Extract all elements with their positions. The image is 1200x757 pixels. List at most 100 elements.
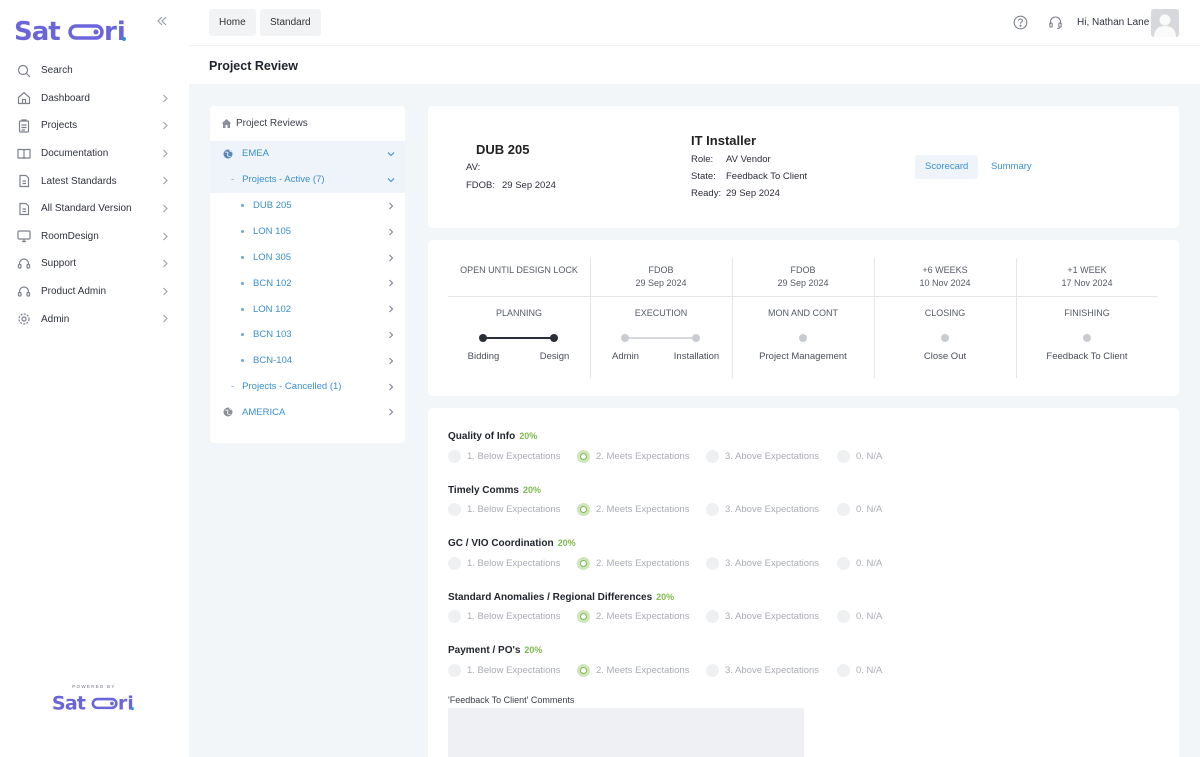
tree-project-label: BCN 102 <box>253 277 292 289</box>
radio-button[interactable] <box>837 449 850 463</box>
rating-option-above[interactable]: 3. Above Expectations <box>706 503 837 516</box>
page-title-band <box>189 46 1200 84</box>
radio-button[interactable] <box>837 556 850 570</box>
satori-logo[interactable]: Sat ri <box>14 15 129 45</box>
sidebar-item-support[interactable]: Support <box>0 250 189 278</box>
headset-icon[interactable] <box>1048 15 1063 30</box>
radio-button-selected[interactable] <box>577 449 590 463</box>
rating-option-meets[interactable]: 2. Meets Expectations <box>577 610 706 623</box>
tab-scorecard[interactable]: Scorecard <box>915 155 979 179</box>
sidebar-item-all-standard-version[interactable]: All Standard Version <box>0 195 189 223</box>
sidebar-item-product-admin[interactable]: Product Admin <box>0 278 189 306</box>
rating-option-below[interactable]: 1. Below Expectations <box>448 503 577 516</box>
tree-region-emea[interactable]: EMEA <box>210 141 405 167</box>
tree-region-america[interactable]: AMERICA <box>210 399 405 425</box>
tree-group-active[interactable]: - Projects - Active (7) <box>210 167 405 193</box>
tree-project-bcn-102[interactable]: BCN 102 <box>210 270 405 296</box>
tree-project-lon-305[interactable]: LON 305 <box>210 245 405 271</box>
gear-icon <box>17 312 31 326</box>
sidebar-item-roomdesign[interactable]: RoomDesign <box>0 223 189 251</box>
radio-button-selected[interactable] <box>577 503 590 516</box>
radio-button[interactable] <box>448 556 461 570</box>
sidebar-item-label: Support <box>41 258 77 270</box>
powered-by-logo: POWERED BY Sat ri <box>48 684 140 718</box>
document-icon <box>17 174 31 188</box>
tree-project-lon-102[interactable]: LON 102 <box>210 296 405 322</box>
project-info-card: DUB 205 AV: FDOB: 29 Sep 2024 IT Install… <box>428 106 1179 228</box>
radio-button-selected[interactable] <box>577 663 590 677</box>
step-label-close-out: Close Out <box>923 351 967 362</box>
chevron-right-icon <box>389 228 394 236</box>
rating-option-na[interactable]: 0. N/A <box>837 663 882 677</box>
radio-button[interactable] <box>706 556 719 570</box>
tree-project-bcn-103[interactable]: BCN 103 <box>210 322 405 348</box>
chevron-right-icon <box>389 254 394 261</box>
tree-project-lon-105[interactable]: LON 105 <box>210 219 405 245</box>
radio-button[interactable] <box>706 610 719 623</box>
tree-project-bcn-104[interactable]: BCN-104 <box>210 348 405 374</box>
comments-textarea[interactable] <box>448 708 804 757</box>
collapse-sidebar-icon[interactable] <box>155 14 169 28</box>
role-value: AV Vendor <box>726 154 771 165</box>
rating-option-below[interactable]: 1. Below Expectations <box>448 663 577 677</box>
radio-button[interactable] <box>448 503 461 516</box>
breadcrumb-home[interactable]: Home <box>209 9 256 36</box>
step-dot-installation <box>692 334 700 342</box>
radio-button[interactable] <box>706 503 719 516</box>
tree-group-cancelled[interactable]: - Projects - Cancelled (1) <box>210 374 405 400</box>
sidebar-item-latest-standards[interactable]: Latest Standards <box>0 167 189 195</box>
rating-option-na[interactable]: 0. N/A <box>837 556 882 570</box>
phase-closing: CLOSING <box>924 308 966 318</box>
rating-option-na[interactable]: 0. N/A <box>837 610 882 623</box>
sidebar-item-projects[interactable]: Projects <box>0 112 189 140</box>
radio-button-selected[interactable] <box>577 610 590 623</box>
sidebar-item-documentation[interactable]: Documentation <box>0 140 189 168</box>
headset-icon <box>17 285 31 299</box>
rating-option-above[interactable]: 3. Above Expectations <box>706 663 837 677</box>
radio-button[interactable] <box>706 449 719 463</box>
breadcrumb-standard[interactable]: Standard <box>260 9 321 36</box>
rating-option-above[interactable]: 3. Above Expectations <box>706 556 837 570</box>
chevron-right-icon <box>389 357 394 365</box>
rating-option-meets[interactable]: 2. Meets Expectations <box>577 449 706 463</box>
rating-option-meets[interactable]: 2. Meets Expectations <box>577 503 706 516</box>
installer-title: IT Installer <box>691 133 757 148</box>
rating-option-below[interactable]: 1. Below Expectations <box>448 556 577 570</box>
rating-option-na[interactable]: 0. N/A <box>837 503 882 516</box>
tree-project-label: LON 102 <box>253 303 292 315</box>
radio-button[interactable] <box>706 663 719 677</box>
rating-options: 1. Below Expectations 2. Meets Expectati… <box>448 610 1148 624</box>
help-icon[interactable] <box>1013 15 1028 30</box>
question-title: Payment / PO's <box>448 645 521 656</box>
rating-options: 1. Below Expectations 2. Meets Expectati… <box>448 663 1148 677</box>
radio-button[interactable] <box>448 610 461 623</box>
scorecard-question: GC / VIO Coordination 20% 1. Below Expect… <box>448 533 1148 570</box>
avatar[interactable] <box>1151 9 1179 37</box>
sidebar-item-dashboard[interactable]: Dashboard <box>0 85 189 113</box>
chevron-down-icon <box>387 178 395 183</box>
rating-option-meets[interactable]: 2. Meets Expectations <box>577 663 706 677</box>
radio-button[interactable] <box>837 503 850 516</box>
radio-button[interactable] <box>837 610 850 623</box>
radio-button-selected[interactable] <box>577 556 590 570</box>
rating-option-na[interactable]: 0. N/A <box>837 449 882 463</box>
svg-text:ri: ri <box>118 692 134 713</box>
rating-option-meets[interactable]: 2. Meets Expectations <box>577 556 706 570</box>
rating-option-above[interactable]: 3. Above Expectations <box>706 449 837 463</box>
tab-summary[interactable]: Summary <box>991 161 1032 172</box>
radio-button[interactable] <box>837 663 850 677</box>
rating-option-above[interactable]: 3. Above Expectations <box>706 610 837 623</box>
sidebar-item-search[interactable]: Search <box>0 57 189 85</box>
radio-button[interactable] <box>448 449 461 463</box>
rating-option-below[interactable]: 1. Below Expectations <box>448 610 577 623</box>
radio-button[interactable] <box>448 663 461 677</box>
tree-project-dub-205[interactable]: DUB 205 <box>210 193 405 219</box>
sidebar-item-admin[interactable]: Admin <box>0 305 189 333</box>
chevron-right-icon <box>389 383 394 390</box>
question-weight: 20% <box>524 645 543 655</box>
chevron-right-icon <box>163 232 168 240</box>
fdob-value: 29 Sep 2024 <box>502 180 556 191</box>
rating-option-below[interactable]: 1. Below Expectations <box>448 449 577 463</box>
phase-monitoring: MON AND CONT <box>767 308 838 318</box>
timeline-header: OPEN UNTIL DESIGN LOCK <box>460 265 578 275</box>
